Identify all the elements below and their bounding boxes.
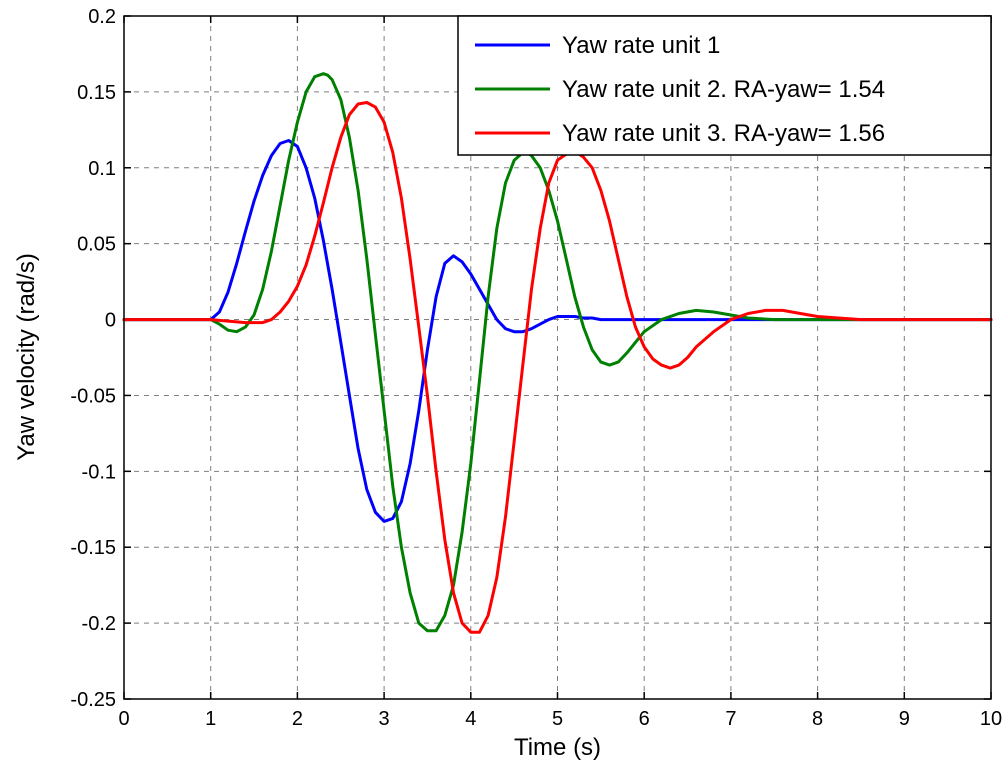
y-tick-label: -0.2 [82,613,116,635]
y-tick-labels: -0.25 -0.2 -0.15 -0.1 -0.05 0 0.05 0.1 0.15 0.2 [70,6,116,711]
x-tick-label: 7 [725,708,736,730]
x-tick-labels: 0 1 2 3 4 5 6 7 8 9 10 [118,708,1002,730]
x-tick-label: 1 [205,708,216,730]
x-tick-label: 4 [465,708,476,730]
series-line-3 [122,101,993,634]
y-tick-label: 0.1 [88,158,116,180]
y-tick-label: 0.15 [77,82,116,104]
y-axis-label: Yaw velocity (rad/s) [13,253,40,461]
series-layer [122,72,993,634]
legend-label-2: Yaw rate unit 2. RA-yaw= 1.54 [562,76,885,103]
x-tick-label: 6 [639,708,650,730]
y-tick-label: -0.25 [70,689,116,711]
x-tick-label: 0 [118,708,129,730]
y-tick-label: 0.05 [77,234,116,256]
x-axis-label: Time (s) [514,734,601,761]
y-tick-label: 0 [105,310,116,332]
legend: Yaw rate unit 1 Yaw rate unit 2. RA-yaw= … [457,15,992,156]
y-tick-label: -0.1 [82,461,116,483]
y-tick-label: -0.15 [70,537,116,559]
x-tick-label: 9 [899,708,910,730]
legend-label-1: Yaw rate unit 1 [562,32,720,59]
legend-label-3: Yaw rate unit 3. RA-yaw= 1.56 [562,120,885,147]
x-tick-label: 10 [980,708,1002,730]
series-line-1 [122,139,993,523]
y-tick-label: -0.05 [70,385,116,407]
x-tick-label: 5 [552,708,563,730]
y-tick-label: 0.2 [88,6,116,28]
x-tick-label: 3 [379,708,390,730]
x-tick-label: 8 [812,708,823,730]
x-tick-label: 2 [292,708,303,730]
